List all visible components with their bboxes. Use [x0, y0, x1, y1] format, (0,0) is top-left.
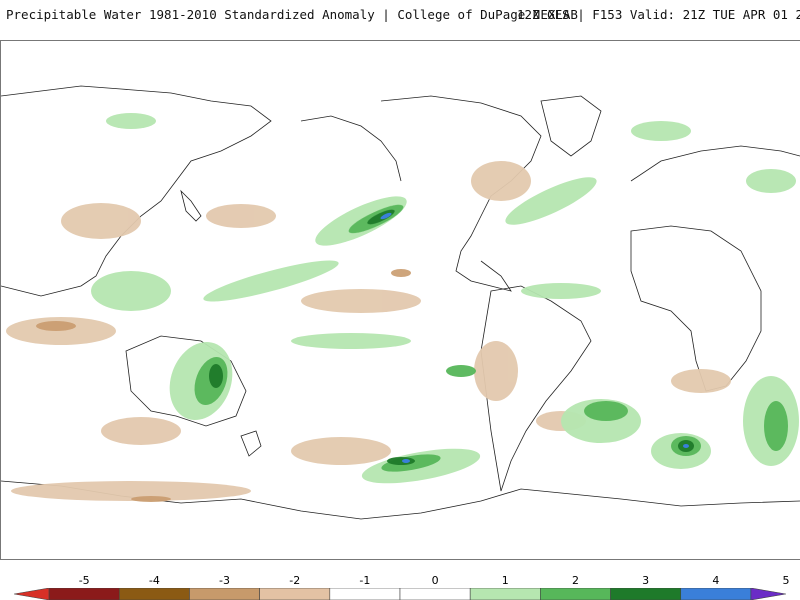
dry-patch-us-northeast — [471, 161, 531, 201]
dry-anomaly-core — [36, 269, 411, 502]
colorbar-bin — [680, 588, 752, 600]
colorbar-bin — [540, 588, 611, 600]
colorbar-bin — [14, 588, 50, 600]
dry-patch-south-pacific — [291, 437, 391, 465]
map-title: Precipitable Water 1981-2010 Standardize… — [6, 7, 578, 22]
dry-patch-indian-ocean — [671, 369, 731, 393]
dry-core-antarctic — [131, 496, 171, 502]
coastline-australia — [125, 335, 247, 427]
wet-patch-tropical-pacific — [291, 333, 411, 349]
wet-patch-europe — [631, 121, 691, 141]
dry-core-west-pacific — [36, 321, 76, 331]
wet-patch-north-pacific-band — [203, 260, 339, 302]
colorbar-bin — [469, 588, 541, 600]
dry-patch-antarctic-rim — [11, 481, 251, 501]
wet-anomaly-extreme — [380, 212, 689, 463]
colorbar-tick-label: 3 — [642, 574, 650, 587]
wet-patch-north-atlantic — [505, 177, 597, 225]
wet-strong-east-australia — [209, 364, 223, 388]
colorbar-bin — [329, 588, 401, 600]
dry-patch-west-pacific — [6, 317, 116, 345]
coastline-europe — [630, 145, 800, 182]
colorbar-tick-label: 2 — [571, 574, 579, 587]
colorbar-tick-label: -2 — [289, 574, 301, 587]
wet-extreme-south-pacific — [402, 459, 410, 463]
wet-extreme-alaska-plume — [380, 212, 392, 220]
coastline-asia — [1, 85, 272, 297]
model-run-label: 12Z GFS | F153 Valid: 21Z TUE APR 01 202… — [517, 7, 800, 22]
colorbar-bin — [399, 588, 471, 600]
wet-mid-south-atlantic — [584, 401, 628, 421]
wet-mid-east-africa — [764, 401, 788, 451]
wet-extreme-south-indian — [683, 444, 689, 448]
colorbar-bin — [118, 588, 190, 600]
dry-patch-east-pacific — [301, 289, 421, 313]
wet-patch-tropical-atlantic — [521, 283, 601, 299]
wet-mid-subtropical-pacific — [446, 365, 476, 377]
colorbar-bin — [189, 588, 260, 600]
coastline-alaska — [300, 115, 402, 182]
colorbar-tick-label: 1 — [501, 574, 509, 587]
colorbar-bin — [48, 588, 120, 600]
dry-patch-southern-ocean — [101, 417, 181, 445]
colorbar-tick-label: -4 — [148, 574, 160, 587]
coastline-greenland — [540, 95, 602, 157]
colorbar-bin — [610, 588, 682, 600]
dry-core-east-pacific — [391, 269, 411, 277]
colorbar — [14, 588, 786, 600]
colorbar-tick-label: 0 — [431, 574, 439, 587]
dry-patch-south-america — [474, 341, 518, 401]
dry-patch-asia — [61, 203, 141, 239]
coastline-africa — [630, 225, 762, 392]
global-map — [0, 40, 800, 560]
wet-patch-middle-east — [746, 169, 796, 193]
coastline-north-america — [380, 95, 542, 292]
map-title-bar: Precipitable Water 1981-2010 Standardize… — [0, 0, 800, 30]
wet-anomaly-strong — [209, 209, 694, 465]
anomaly-field — [1, 85, 800, 520]
dry-patch-north-pacific — [206, 204, 276, 228]
wet-anomaly-mid — [194, 204, 788, 472]
colorbar-bin — [259, 588, 331, 600]
wet-patch-arctic — [106, 113, 156, 129]
wet-strong-south-pacific — [387, 457, 415, 465]
colorbar-tick-label: 4 — [712, 574, 720, 587]
coastline-new-zealand — [240, 430, 262, 457]
coastline-japan — [180, 189, 202, 222]
colorbar-tick-label: 5 — [782, 574, 790, 587]
colorbar-tick-label: -1 — [359, 574, 371, 587]
dry-anomaly-areas — [6, 161, 731, 501]
wet-patch-maritime-continent — [91, 271, 171, 311]
colorbar-bin — [750, 588, 786, 600]
wet-anomaly-areas — [91, 113, 799, 484]
colorbar-tick-label: -5 — [78, 574, 90, 587]
colorbar-tick-label: -3 — [219, 574, 231, 587]
